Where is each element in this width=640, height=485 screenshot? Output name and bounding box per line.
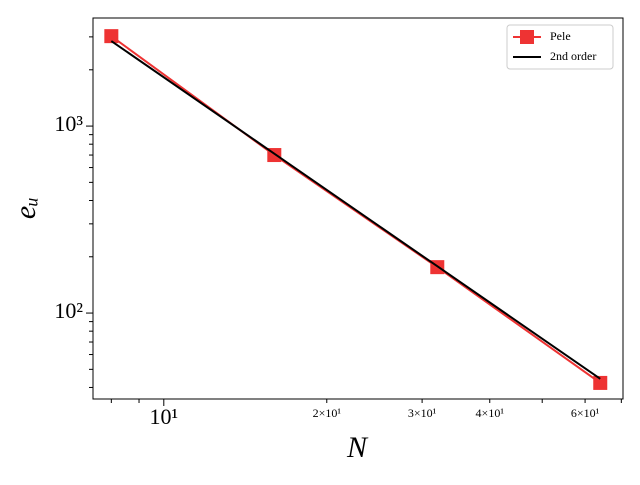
plot-frame [92, 17, 624, 400]
x-minor-tick-label: 4×10¹ [476, 406, 505, 420]
marker [104, 29, 119, 44]
y-axis-label: eᵤ [9, 197, 42, 219]
x-tick-label: 10¹ [149, 404, 178, 429]
x-minor-tick-label: 3×10¹ [408, 406, 437, 420]
series-line [110, 40, 601, 380]
marker [593, 375, 608, 390]
legend-marker [520, 30, 534, 44]
legend-label: Pele [550, 29, 571, 43]
x-minor-tick-label: 6×10¹ [571, 406, 600, 420]
x-axis-label: N [346, 431, 369, 464]
legend-label: 2nd order [550, 49, 596, 63]
y-tick-label: 10³ [54, 111, 83, 136]
x-minor-tick-label: 2×10¹ [313, 406, 342, 420]
y-tick-label: 10² [54, 298, 83, 323]
